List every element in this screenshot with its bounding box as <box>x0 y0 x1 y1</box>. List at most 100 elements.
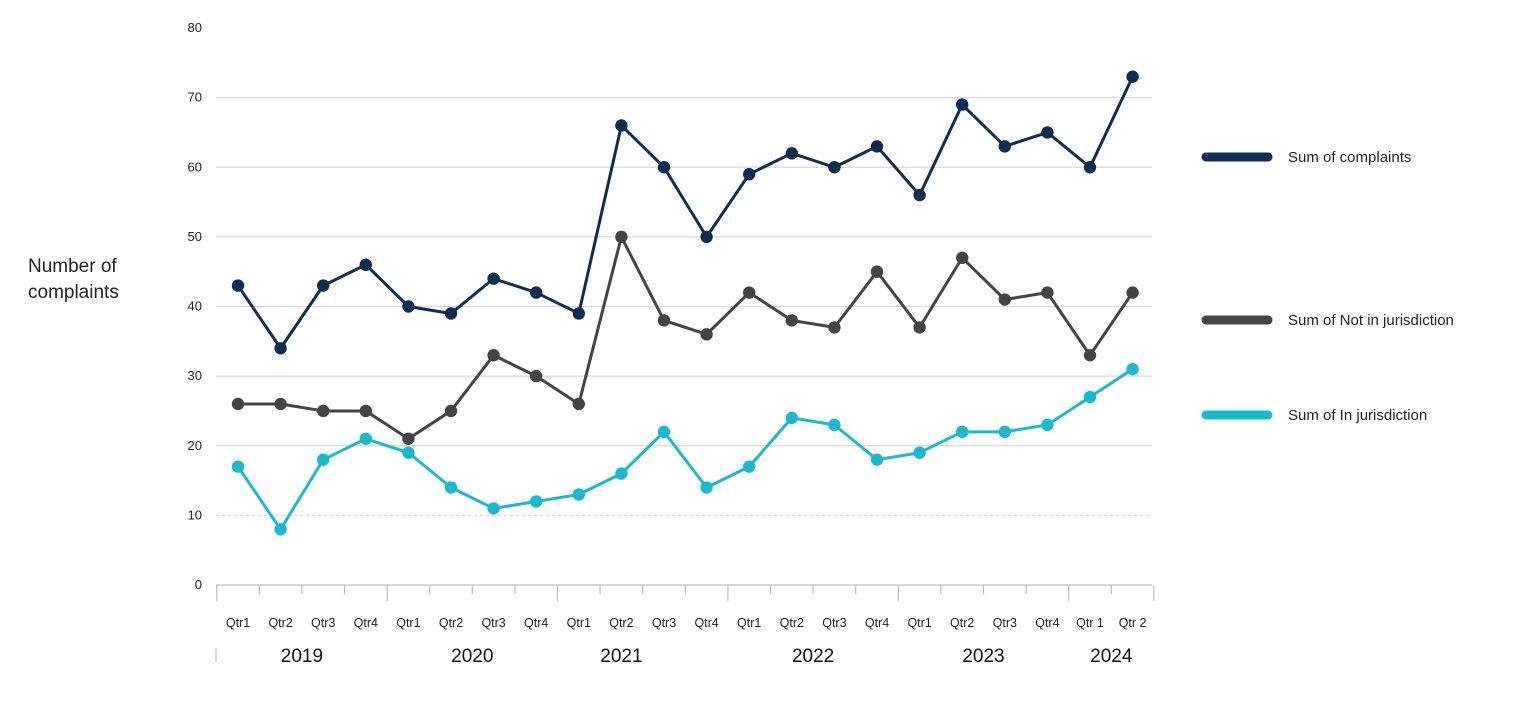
x-tick-label: Qtr2 <box>950 616 974 630</box>
x-tick-label: Qtr3 <box>993 616 1017 630</box>
data-point <box>1126 362 1139 376</box>
data-point <box>231 279 245 292</box>
series-lines <box>231 70 1139 536</box>
data-point <box>530 286 543 299</box>
data-point <box>657 425 671 439</box>
data-point <box>444 481 458 494</box>
legend-item: Sum of In jurisdiction <box>1201 407 1427 424</box>
data-point <box>956 98 969 111</box>
x-axis: Qtr1 Qtr2 Qtr3 Qtr4 Qtr1 Qtr2 Qtr3 Qtr4 Qtr1 Qtr2… <box>215 585 1155 667</box>
y-tick-label: 40 <box>188 299 202 314</box>
x-tick-label: Qtr3 <box>822 616 846 630</box>
data-point <box>913 321 926 334</box>
data-point <box>402 446 415 459</box>
x-tick-label: Qtr3 <box>311 616 335 630</box>
y-tick-label: 30 <box>188 368 202 383</box>
x-tick-label: Qtr2 <box>609 616 633 630</box>
data-point <box>402 300 415 313</box>
data-point <box>743 460 756 473</box>
data-point <box>700 481 713 494</box>
data-point <box>530 495 543 508</box>
data-point <box>828 161 841 174</box>
x-tick-label: Qtr4 <box>1035 616 1059 630</box>
x-tick-label: Qtr2 <box>268 616 292 630</box>
legend-label: Sum of Not in jurisdiction <box>1288 312 1454 329</box>
data-point <box>870 265 884 278</box>
data-point <box>487 502 500 515</box>
data-point <box>785 411 798 425</box>
legend-label: Sum of In jurisdiction <box>1288 407 1427 424</box>
data-point <box>231 397 245 411</box>
data-point <box>913 188 926 202</box>
data-point <box>956 425 969 439</box>
data-point <box>487 272 500 285</box>
data-point <box>870 140 884 153</box>
x-tick-label: Qtr4 <box>354 616 378 630</box>
y-axis-label-line1: Number of <box>28 256 117 277</box>
y-axis-ticks: 0 10 20 30 40 50 60 70 80 <box>188 20 202 592</box>
y-tick-label: 60 <box>188 159 202 174</box>
series-2 <box>231 230 1139 445</box>
data-point <box>572 307 585 320</box>
x-tick-label: Qtr1 <box>907 616 931 630</box>
data-point <box>785 314 798 327</box>
y-tick-label: 50 <box>188 229 202 244</box>
y-tick-label: 70 <box>188 90 202 105</box>
data-point <box>487 349 500 362</box>
data-point <box>998 293 1011 306</box>
legend-label: Sum of complaints <box>1288 149 1411 166</box>
x-tick-label: Qtr3 <box>652 616 676 630</box>
y-tick-label: 10 <box>188 507 202 522</box>
x-tick-label: Qtr1 <box>737 616 761 630</box>
year-label: 2022 <box>792 646 834 667</box>
data-point <box>913 446 926 459</box>
data-point <box>572 488 585 501</box>
data-point <box>743 286 756 299</box>
data-point <box>828 418 841 432</box>
x-tick-label: Qtr4 <box>694 616 718 630</box>
legend: Sum of complaints Sum of Not in jurisdict… <box>1201 149 1454 424</box>
data-point <box>657 161 671 174</box>
y-tick-label: 80 <box>188 20 202 35</box>
series-3 <box>231 362 1139 536</box>
data-point <box>1083 390 1097 404</box>
legend-item: Sum of Not in jurisdiction <box>1201 312 1454 329</box>
data-point <box>615 230 628 244</box>
year-label: 2020 <box>451 646 493 667</box>
data-point <box>615 119 628 132</box>
data-point <box>317 279 330 292</box>
data-point <box>1041 126 1054 139</box>
data-point <box>572 397 585 411</box>
data-point <box>402 432 415 445</box>
year-label: 2019 <box>281 646 323 667</box>
x-tick-label: Qtr4 <box>865 616 889 630</box>
x-tick-label: Qtr4 <box>524 616 548 630</box>
gridlines <box>216 97 1152 586</box>
data-point <box>359 432 372 445</box>
data-point <box>317 404 330 418</box>
year-label: 2023 <box>962 646 1004 667</box>
series-line <box>236 76 1134 350</box>
data-point <box>274 397 287 411</box>
x-tick-label: Qtr1 <box>226 616 250 630</box>
x-tick-label: Qtr2 <box>780 616 804 630</box>
y-axis-label-line2: complaints <box>28 282 119 303</box>
data-point <box>785 147 798 160</box>
data-point <box>998 425 1011 439</box>
data-point <box>274 342 287 355</box>
legend-item: Sum of complaints <box>1201 149 1411 166</box>
data-point <box>530 369 543 383</box>
data-point <box>700 230 713 244</box>
y-tick-label: 20 <box>188 438 202 453</box>
data-point <box>828 321 841 334</box>
data-point <box>1041 286 1054 299</box>
x-tick-label: Qtr1 <box>396 616 420 630</box>
data-point <box>1083 161 1097 174</box>
x-tick-label: Qtr 1 <box>1076 616 1104 630</box>
series-1 <box>231 70 1139 355</box>
data-point <box>1126 286 1139 299</box>
series-line <box>236 367 1134 531</box>
x-tick-label: Qtr2 <box>439 616 463 630</box>
data-point <box>1126 70 1139 83</box>
